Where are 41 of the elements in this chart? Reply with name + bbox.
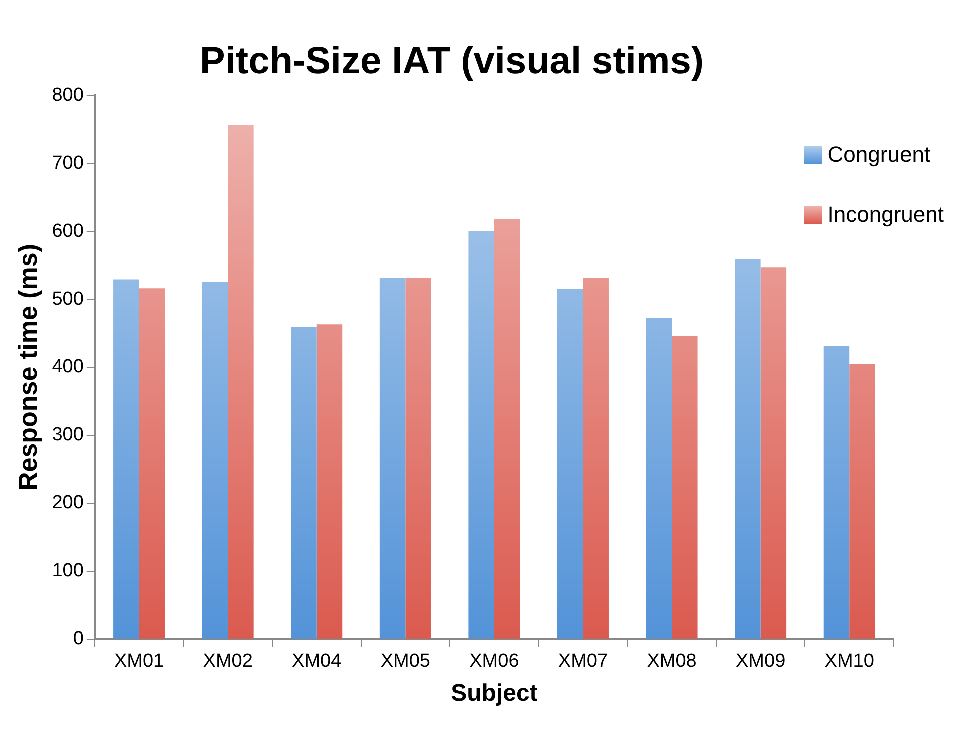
x-tick-label: XM05: [380, 651, 430, 672]
x-tick-label: XM01: [114, 651, 164, 672]
y-tick-label: 100: [52, 560, 84, 582]
x-tick-label: XM10: [824, 651, 874, 672]
bar: [114, 280, 140, 639]
y-axis-title: Response time (ms): [12, 244, 43, 492]
bar: [646, 318, 672, 639]
bar: [760, 268, 787, 639]
bar: [735, 259, 761, 639]
bar: [202, 282, 228, 639]
bar: [380, 278, 406, 639]
y-tick-label: 500: [52, 288, 84, 310]
bar: [494, 219, 520, 639]
legend-label: Incongruent: [828, 202, 944, 228]
x-tick-label: XM04: [292, 651, 342, 672]
bar: [468, 232, 494, 639]
y-tick-label: 300: [52, 424, 84, 446]
bar: [139, 288, 166, 639]
y-tick-label: 0: [73, 628, 84, 650]
bar: [291, 327, 317, 639]
y-tick-label: 800: [52, 84, 84, 106]
bar: [850, 364, 876, 639]
x-tick-label: XM08: [647, 651, 697, 672]
bar: [672, 336, 698, 639]
y-tick-label: 600: [52, 220, 84, 242]
bar: [583, 278, 609, 639]
y-tick-label: 200: [52, 492, 84, 514]
x-axis-title: Subject: [451, 680, 538, 708]
bar: [557, 289, 584, 639]
x-tick-label: XM02: [203, 651, 253, 672]
y-tick-label: 400: [52, 356, 84, 378]
chart-title: Pitch-Size IAT (visual stims): [200, 40, 704, 82]
bar: [406, 278, 432, 639]
bar: [316, 324, 343, 639]
x-tick-label: XM06: [470, 651, 520, 672]
bar: [228, 126, 254, 639]
legend-label: Congruent: [828, 142, 931, 168]
x-tick-label: XM07: [558, 651, 608, 672]
y-tick-label: 700: [52, 152, 84, 174]
bar: [824, 346, 850, 639]
x-tick-label: XM09: [736, 651, 786, 672]
